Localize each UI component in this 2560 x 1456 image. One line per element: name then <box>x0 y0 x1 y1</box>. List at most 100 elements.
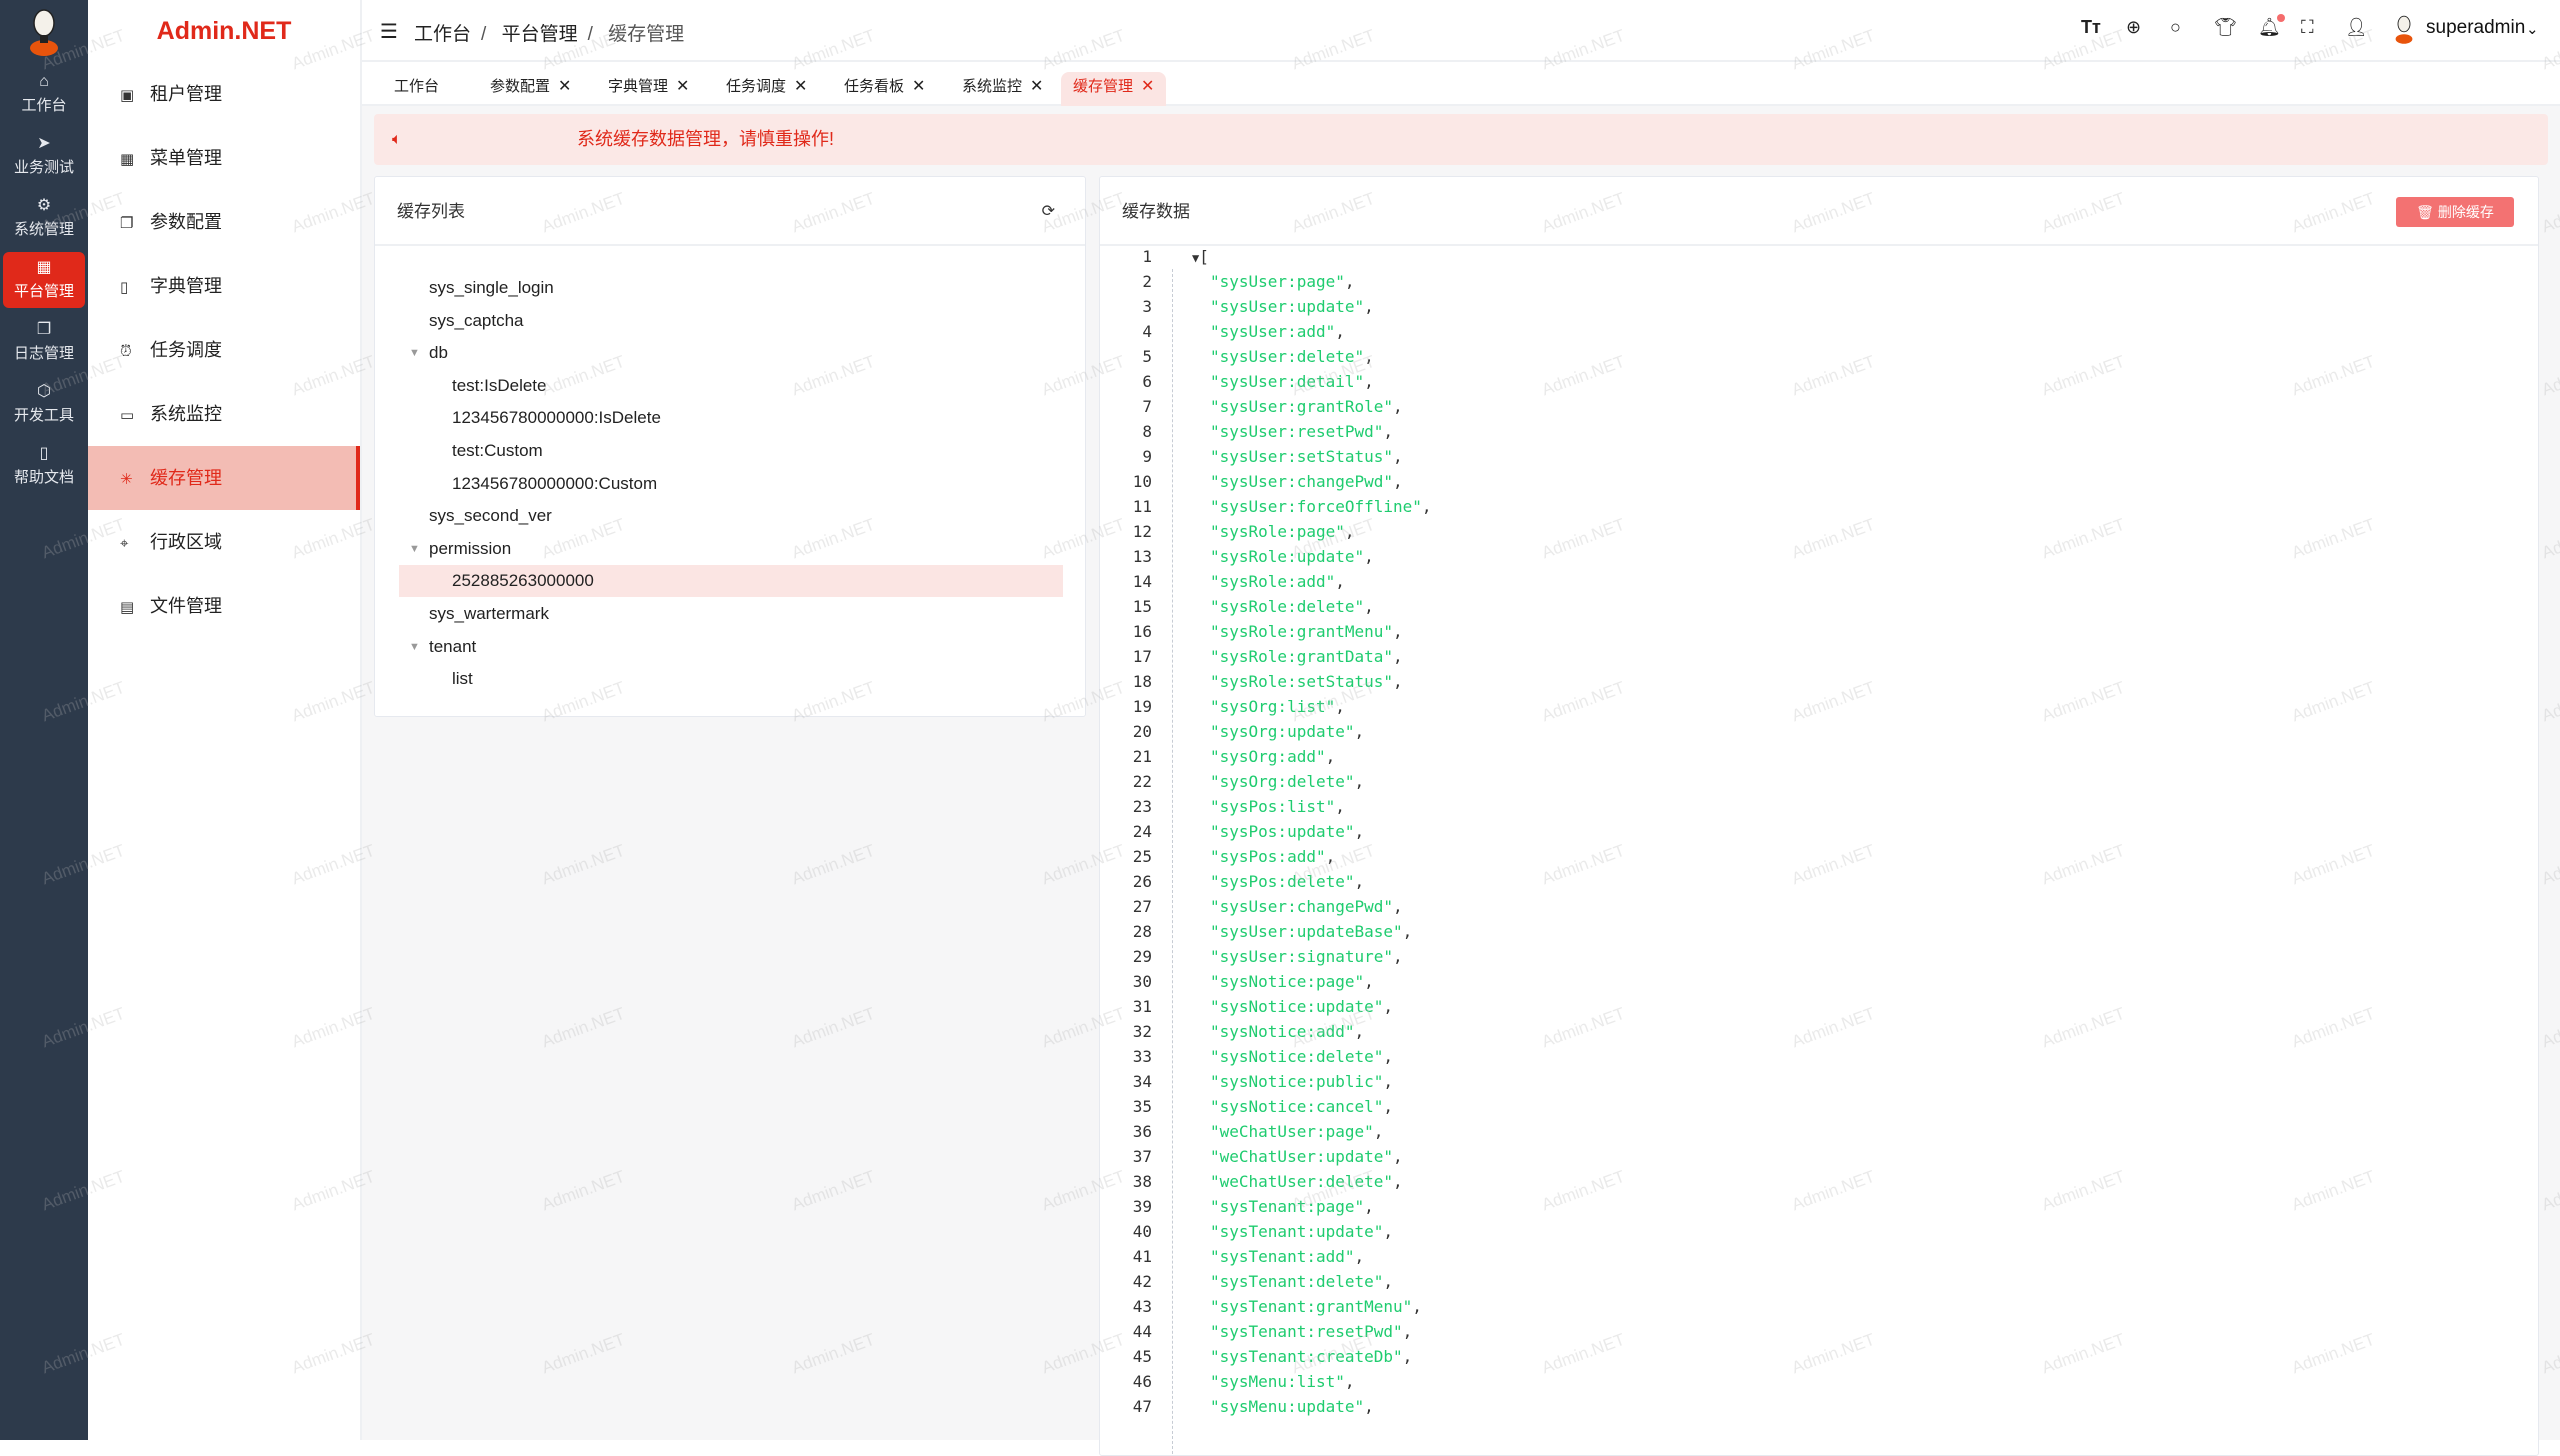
menu-toggle-icon[interactable]: ☰ <box>380 21 398 43</box>
menu-item[interactable]: ▦ 菜单管理 <box>88 126 360 190</box>
json-string: "sysMenu:update" <box>1210 1397 1365 1416</box>
json-string: "sysNotice:cancel" <box>1210 1097 1384 1116</box>
json-string: "weChatUser:page" <box>1210 1122 1374 1141</box>
line-number: 3 <box>1142 297 1152 316</box>
close-icon[interactable]: ✕ <box>1030 78 1044 95</box>
tree-node[interactable]: list <box>399 663 1063 695</box>
caret-down-icon[interactable]: ▼ <box>409 640 420 653</box>
line-number: 34 <box>1132 1072 1152 1091</box>
tree-node[interactable]: test:Custom <box>399 435 1063 467</box>
tab[interactable]: 任务看板 ✕ <box>832 72 937 106</box>
code-line: "sysUser:grantRole", <box>1210 397 1403 416</box>
close-icon[interactable]: ✕ <box>676 78 690 95</box>
tab[interactable]: 任务调度 ✕ <box>714 72 819 106</box>
tree-node[interactable]: ▼ db <box>399 337 1063 369</box>
menu-item[interactable]: ⌖ 行政区域 <box>88 510 360 574</box>
code-line: "sysOrg:list", <box>1210 697 1345 716</box>
rail-item[interactable]: ⚙ 系统管理 <box>3 190 85 246</box>
code-line: "sysUser:page", <box>1210 272 1355 291</box>
monitor-icon: ▭ <box>120 407 135 424</box>
code-line: "sysPos:list", <box>1210 797 1345 816</box>
tree-node[interactable]: sys_wartermark <box>399 598 1063 630</box>
tree-node[interactable]: sys_single_login <box>399 272 1063 304</box>
line-number: 40 <box>1132 1222 1152 1241</box>
username[interactable]: superadmin <box>2426 17 2526 38</box>
json-viewer: 1 ▼[2 "sysUser:page", 3 "sysUser:update", 4 "s… <box>1100 247 2538 1455</box>
code-line: "sysUser:resetPwd", <box>1210 422 1394 441</box>
breadcrumb-item[interactable]: 平台管理 <box>501 24 578 45</box>
search-icon[interactable]: ○ <box>2170 17 2181 37</box>
caret-down-icon[interactable]: ▼ <box>409 347 420 360</box>
code-line: "sysPos:add", <box>1210 847 1336 866</box>
rail-item[interactable]: ⬡ 开发工具 <box>3 376 85 432</box>
line-number: 31 <box>1132 997 1152 1016</box>
json-string: "sysOrg:update" <box>1210 722 1355 741</box>
tab[interactable]: 工作台 <box>382 72 451 106</box>
tree-node[interactable]: ▼ tenant <box>399 631 1063 663</box>
code-line: "sysRole:update", <box>1210 547 1374 566</box>
close-icon[interactable]: ✕ <box>794 78 808 95</box>
line-number: 24 <box>1132 822 1152 841</box>
rail-item[interactable]: ➤ 业务测试 <box>3 128 85 184</box>
tab[interactable]: 参数配置 ✕ <box>478 72 583 106</box>
close-icon[interactable]: ✕ <box>912 78 926 95</box>
refresh-icon[interactable]: ⟳ <box>1041 203 1055 220</box>
tree-node[interactable]: 252885263000000 <box>399 565 1063 598</box>
icon-rail: ⌂ 工作台 ➤ 业务测试 ⚙ 系统管理 ▦ 平台管理 ❐ 日志管理 ⬡ 开发工具 ▯ 帮助文档 <box>0 0 88 1440</box>
rail-item[interactable]: ▯ 帮助文档 <box>3 438 85 494</box>
tree-node[interactable]: 123456780000000:Custom <box>399 468 1063 500</box>
fold-caret-icon[interactable]: ▼ <box>1192 251 1200 265</box>
json-string: "sysPos:delete" <box>1210 872 1355 891</box>
close-icon[interactable]: ✕ <box>1141 78 1155 95</box>
code-line: "weChatUser:delete", <box>1210 1172 1403 1191</box>
line-number: 25 <box>1132 847 1152 866</box>
menu-item-label: 行政区域 <box>150 532 222 552</box>
rail-item[interactable]: ▦ 平台管理 <box>3 252 85 308</box>
json-string: "sysTenant:grantMenu" <box>1210 1297 1413 1316</box>
caret-down-icon[interactable]: ▼ <box>409 542 420 555</box>
menu-item[interactable]: ▣ 租户管理 <box>88 62 360 126</box>
tab[interactable]: 缓存管理 ✕ <box>1061 72 1167 106</box>
menu-item[interactable]: ⏰︎ 任务调度 <box>88 318 360 382</box>
code-line: "sysTenant:update", <box>1210 1222 1394 1241</box>
tree-node[interactable]: 123456780000000:IsDelete <box>399 402 1063 434</box>
json-string: "sysPos:update" <box>1210 822 1355 841</box>
chevron-down-icon[interactable]: ⌄ <box>2526 21 2539 38</box>
user-avatar[interactable] <box>2392 14 2416 46</box>
building-icon: ▣ <box>120 87 135 104</box>
close-icon[interactable]: ✕ <box>558 78 572 95</box>
code-line: "sysNotice:update", <box>1210 997 1394 1016</box>
line-number: 2 <box>1142 272 1152 291</box>
user-icon[interactable]: 👤︎ <box>2345 17 2368 37</box>
delete-cache-button[interactable]: 🗑︎ 删除缓存 <box>2396 197 2514 227</box>
breadcrumb: 工作台 / 平台管理 / 缓存管理 <box>414 24 685 45</box>
font-size-icon[interactable]: Tт <box>2081 17 2101 37</box>
tree-node[interactable]: sys_captcha <box>399 305 1063 337</box>
tree-node[interactable]: test:IsDelete <box>399 370 1063 402</box>
tab[interactable]: 字典管理 ✕ <box>596 72 701 106</box>
menu-item[interactable]: ▯ 字典管理 <box>88 254 360 318</box>
line-number: 18 <box>1132 672 1152 691</box>
json-string: "sysUser:changePwd" <box>1210 472 1394 491</box>
menu-item[interactable]: ✳ 缓存管理 <box>88 446 360 510</box>
tab[interactable]: 系统监控 ✕ <box>950 72 1055 106</box>
breadcrumb-item[interactable]: 工作台 <box>414 24 472 45</box>
menu-item[interactable]: ▤ 文件管理 <box>88 574 360 638</box>
indent-guide <box>1172 269 1173 1455</box>
rail-item[interactable]: ⌂ 工作台 <box>3 66 85 122</box>
bell-icon[interactable]: 🔔︎ <box>2258 14 2285 38</box>
json-string: "sysUser:updateBase" <box>1210 922 1403 941</box>
code-line: "sysRole:grantData", <box>1210 647 1403 666</box>
fullscreen-icon[interactable]: ⛶ <box>2301 17 2314 37</box>
cache-list-title: 缓存列表 <box>397 202 465 221</box>
line-number: 21 <box>1132 747 1152 766</box>
menu-item-label: 参数配置 <box>150 212 222 232</box>
line-number: 33 <box>1132 1047 1152 1066</box>
tree-node[interactable]: sys_second_ver <box>399 500 1063 532</box>
rail-item[interactable]: ❐ 日志管理 <box>3 314 85 370</box>
menu-item[interactable]: ▭ 系统监控 <box>88 382 360 446</box>
theme-shirt-icon[interactable]: 👕︎ <box>2214 17 2237 37</box>
language-icon[interactable]: ⊕ <box>2126 17 2142 37</box>
menu-item[interactable]: ❐ 参数配置 <box>88 190 360 254</box>
tree-node[interactable]: ▼ permission <box>399 533 1063 565</box>
